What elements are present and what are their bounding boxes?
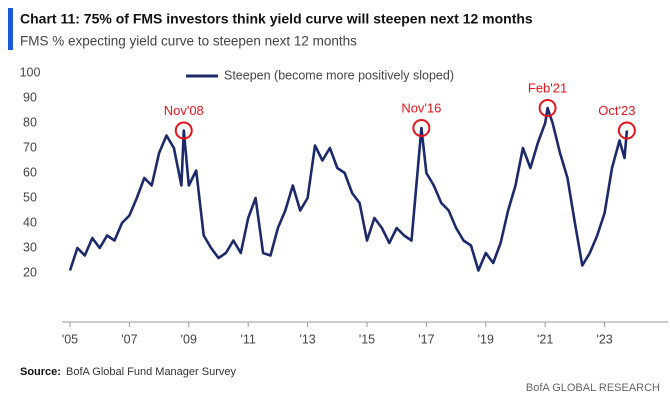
x-tick-label: '23 bbox=[596, 332, 612, 346]
x-tick-label: '21 bbox=[537, 332, 553, 346]
y-tick-label: 70 bbox=[23, 140, 37, 154]
x-tick-label: '07 bbox=[121, 332, 137, 346]
annotation-circle bbox=[617, 121, 636, 140]
x-tick-label: '11 bbox=[241, 332, 256, 346]
y-tick-label: 20 bbox=[23, 265, 37, 279]
chart-subtitle: FMS % expecting yield curve to steepen n… bbox=[20, 34, 357, 49]
chart-title: Chart 11: 75% of FMS investors think yie… bbox=[20, 11, 533, 27]
y-tick-label: 90 bbox=[23, 90, 37, 104]
source: BofA Global Fund Manager Survey bbox=[66, 366, 236, 378]
legend-label: Steepen (become more positively sloped) bbox=[224, 68, 454, 82]
annotation-label: Nov'08 bbox=[164, 103, 204, 118]
annotation-label: Oct'23 bbox=[598, 103, 635, 118]
x-tick-label: '05 bbox=[62, 332, 78, 346]
x-tick-label: '19 bbox=[478, 332, 494, 346]
annotation-circle bbox=[412, 119, 431, 137]
y-tick-label: 100 bbox=[20, 65, 41, 79]
y-tick-label: 40 bbox=[23, 215, 37, 229]
footer: BofA GLOBAL RESEARCH bbox=[526, 382, 660, 394]
y-tick-label: 60 bbox=[23, 165, 37, 179]
annotation-circle bbox=[538, 99, 557, 117]
x-tick-label: '13 bbox=[299, 332, 315, 346]
y-tick-label: 50 bbox=[23, 190, 37, 204]
title-accent bbox=[8, 8, 13, 50]
x-tick-label: '09 bbox=[181, 332, 197, 346]
x-tick-label: '15 bbox=[359, 332, 375, 346]
annotation-label: Feb'21 bbox=[528, 80, 567, 95]
series-line bbox=[68, 106, 629, 272]
y-tick-label: 80 bbox=[23, 115, 37, 129]
y-tick-label: 30 bbox=[23, 240, 37, 254]
x-tick-label: '17 bbox=[418, 332, 434, 346]
annotation-label: Nov'16 bbox=[401, 100, 441, 115]
source-label: Source: bbox=[20, 366, 61, 378]
annotation-circle bbox=[174, 121, 193, 140]
